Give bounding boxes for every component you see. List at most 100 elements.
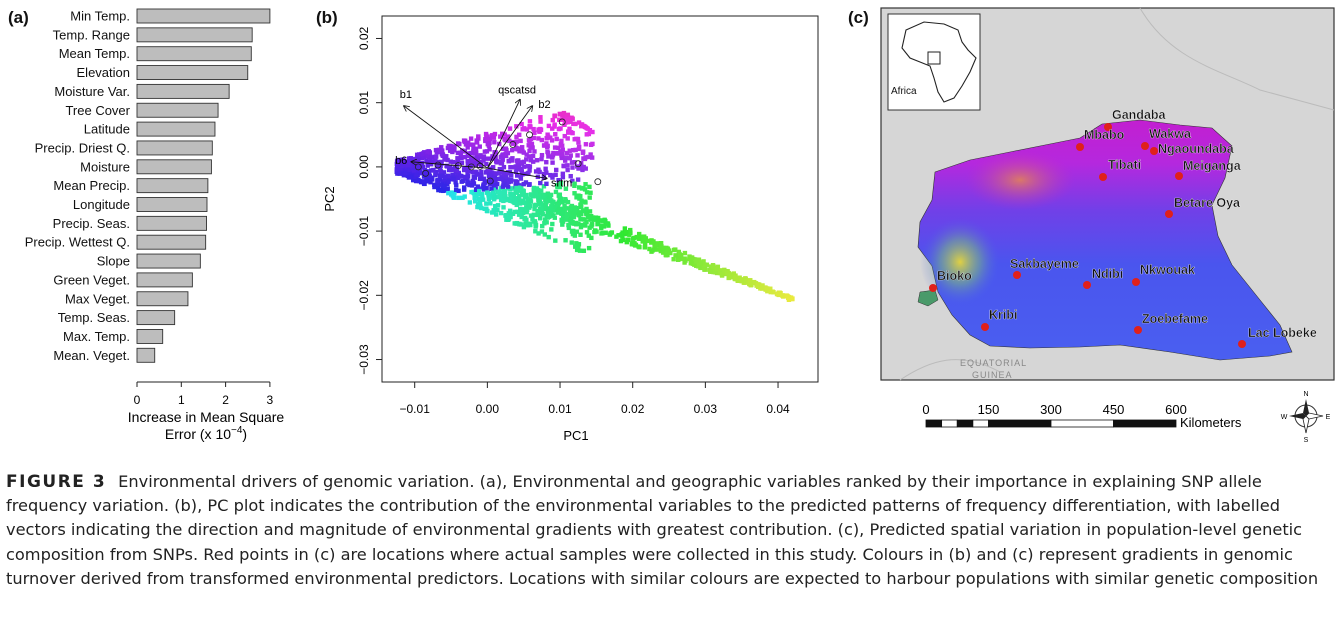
x-tick-label: 0.03 bbox=[694, 402, 718, 416]
data-point bbox=[572, 191, 577, 196]
data-point bbox=[570, 211, 576, 216]
data-point bbox=[465, 162, 471, 167]
data-point bbox=[455, 161, 460, 166]
data-point bbox=[636, 235, 641, 240]
data-point bbox=[455, 175, 460, 181]
data-point bbox=[515, 166, 520, 171]
data-point bbox=[508, 157, 514, 162]
data-point bbox=[582, 223, 588, 228]
data-point bbox=[459, 160, 465, 166]
data-point bbox=[581, 248, 587, 253]
data-point bbox=[549, 138, 555, 143]
data-point bbox=[462, 154, 468, 160]
data-point bbox=[658, 248, 664, 254]
data-point bbox=[414, 152, 420, 158]
bar-moisture bbox=[136, 159, 212, 175]
data-point bbox=[543, 166, 548, 171]
sample-circle bbox=[574, 160, 582, 168]
data-point bbox=[578, 216, 583, 222]
data-point bbox=[561, 117, 566, 122]
compass-s: S bbox=[1304, 437, 1309, 444]
data-point bbox=[498, 210, 504, 216]
sample-circle bbox=[434, 161, 442, 169]
data-point bbox=[504, 148, 509, 153]
data-point bbox=[771, 290, 776, 295]
bar-mean-veget- bbox=[136, 347, 156, 363]
data-point bbox=[505, 170, 511, 175]
bar-label: Elevation bbox=[77, 65, 130, 80]
data-point bbox=[548, 135, 553, 140]
data-point bbox=[506, 216, 512, 221]
data-point bbox=[714, 266, 720, 271]
data-point bbox=[572, 181, 577, 186]
vector-b6 bbox=[411, 162, 488, 169]
data-point bbox=[560, 209, 565, 215]
data-point bbox=[452, 190, 457, 196]
data-point bbox=[451, 195, 457, 200]
data-point bbox=[545, 150, 551, 156]
x-axis-title-line2: Error (x 10−4) bbox=[165, 425, 247, 442]
data-point bbox=[484, 185, 489, 191]
data-point bbox=[566, 225, 572, 231]
data-point bbox=[482, 181, 487, 186]
panel-label-c: (c) bbox=[848, 8, 869, 27]
data-point bbox=[474, 140, 480, 145]
data-point bbox=[519, 121, 524, 127]
bar-label: Latitude bbox=[84, 122, 130, 137]
data-point bbox=[511, 199, 517, 205]
data-point bbox=[576, 120, 582, 125]
data-point bbox=[460, 148, 465, 153]
data-point bbox=[552, 145, 558, 150]
site-marker-tibati bbox=[1099, 173, 1107, 181]
data-point bbox=[555, 210, 560, 215]
site-marker-meiganga bbox=[1175, 172, 1183, 180]
data-point bbox=[448, 146, 454, 151]
data-point bbox=[586, 245, 592, 251]
importance-bar-chart: Min Temp. Temp. Range Mean Temp. Elevation M… bbox=[25, 9, 285, 443]
data-point bbox=[527, 119, 533, 124]
data-point bbox=[442, 177, 447, 182]
site-marker-gandaba bbox=[1104, 123, 1112, 131]
vector-label-b1: b1 bbox=[400, 89, 412, 101]
data-point bbox=[563, 212, 568, 217]
data-point bbox=[454, 168, 460, 173]
bar-precip-seas- bbox=[136, 215, 208, 231]
bar-latitude bbox=[136, 121, 216, 137]
data-point bbox=[477, 144, 482, 149]
data-point bbox=[582, 217, 587, 222]
data-point bbox=[661, 250, 666, 255]
data-point bbox=[566, 129, 571, 134]
data-point bbox=[748, 282, 753, 288]
data-point bbox=[578, 224, 584, 230]
vector-srtm bbox=[487, 167, 547, 178]
data-point bbox=[524, 205, 529, 210]
sample-circle bbox=[526, 131, 533, 139]
data-point bbox=[585, 215, 591, 220]
data-point bbox=[460, 195, 465, 201]
data-point bbox=[556, 126, 562, 132]
data-point bbox=[476, 172, 482, 177]
data-point bbox=[580, 167, 585, 173]
data-point bbox=[542, 221, 547, 226]
data-point bbox=[561, 163, 566, 169]
site-label: Gandaba bbox=[1112, 108, 1167, 122]
data-point bbox=[406, 172, 412, 177]
data-point bbox=[515, 162, 520, 167]
data-point bbox=[647, 246, 652, 252]
scale-tick-label: 450 bbox=[1103, 402, 1125, 417]
data-point bbox=[491, 135, 497, 140]
x-tick-label: 0.01 bbox=[548, 402, 572, 416]
data-point bbox=[557, 192, 563, 197]
data-point bbox=[541, 184, 547, 189]
data-point bbox=[470, 178, 475, 184]
data-point bbox=[513, 141, 518, 146]
bar-label: Moisture Var. bbox=[54, 84, 130, 99]
data-point bbox=[554, 167, 559, 173]
data-point bbox=[571, 228, 576, 234]
data-point bbox=[514, 145, 519, 151]
x-tick-label: 1 bbox=[178, 393, 185, 407]
data-point bbox=[569, 203, 575, 209]
bar-mean-temp- bbox=[136, 46, 252, 62]
site-marker-kribi bbox=[981, 323, 989, 331]
data-point bbox=[546, 154, 551, 159]
